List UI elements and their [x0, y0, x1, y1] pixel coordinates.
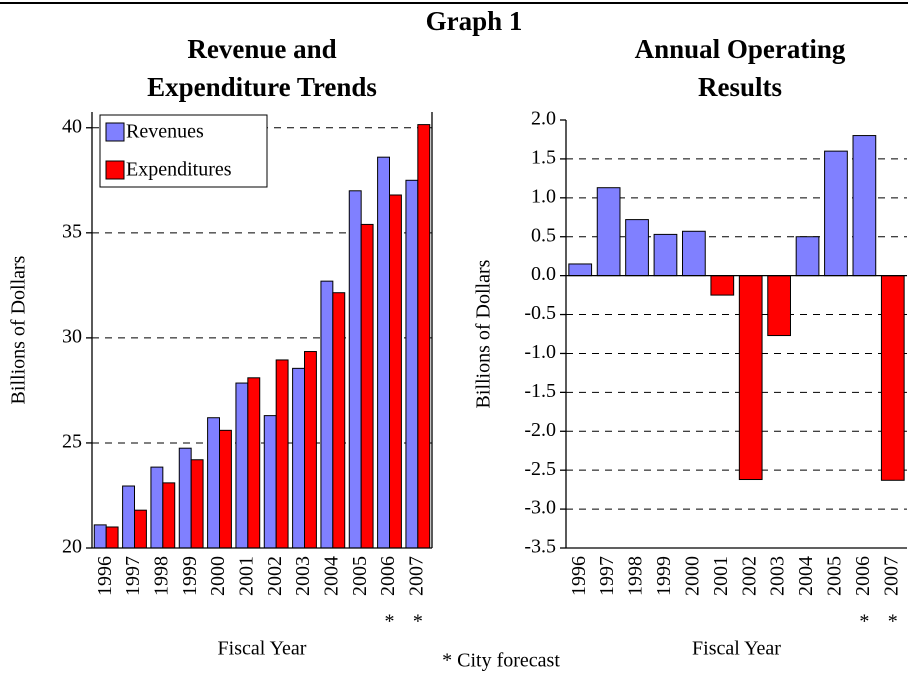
- legend-swatch: [105, 122, 125, 142]
- bar: [162, 482, 176, 549]
- x-tick-label: 2003: [767, 556, 789, 596]
- bar: [653, 233, 678, 277]
- bar: [417, 124, 431, 549]
- chart-title: Annual Operating: [635, 34, 846, 64]
- x-tick-label: 2004: [320, 556, 342, 596]
- bar: [852, 135, 877, 277]
- legend-label: Expenditures: [126, 159, 232, 181]
- bar: [292, 367, 306, 549]
- x-tick-label: 1998: [625, 556, 647, 596]
- bar: [275, 359, 289, 549]
- legend-swatch: [105, 160, 125, 180]
- x-tick-label: 2006: [377, 556, 399, 596]
- bar: [348, 190, 362, 549]
- y-tick-label: -2.5: [524, 458, 556, 480]
- bar: [710, 275, 735, 296]
- bar: [320, 280, 334, 549]
- y-axis-label: Billions of Dollars: [473, 259, 495, 408]
- y-tick-label: -2.0: [524, 419, 556, 441]
- bar: [304, 351, 317, 549]
- footnote: * City forecast: [442, 650, 560, 672]
- y-tick-label: 2.0: [531, 108, 556, 130]
- bar: [568, 263, 593, 277]
- y-tick-label: -0.5: [524, 302, 556, 324]
- bar: [795, 236, 820, 277]
- x-tick-label: 2002: [264, 556, 286, 596]
- bar: [405, 179, 419, 549]
- bar: [178, 447, 192, 549]
- bar: [219, 429, 232, 549]
- y-tick-label: 20: [62, 536, 82, 558]
- x-tick-note: *: [859, 611, 869, 633]
- y-tick-label: 30: [62, 325, 82, 347]
- x-tick-label: 2007: [880, 556, 902, 596]
- y-tick-label: 35: [62, 220, 82, 242]
- y-axis-label: Billions of Dollars: [8, 255, 30, 404]
- bar: [332, 292, 346, 549]
- x-tick-label: 2001: [235, 556, 257, 596]
- y-tick-label: 1.0: [531, 185, 556, 207]
- x-tick-note: *: [888, 611, 898, 633]
- legend-box: [99, 114, 268, 188]
- x-tick-label: 2000: [681, 556, 703, 596]
- x-tick-label: 2007: [405, 556, 427, 596]
- bar: [207, 417, 221, 549]
- x-tick-label: 2003: [292, 556, 314, 596]
- y-tick-label: 1.5: [531, 147, 556, 169]
- x-tick-label: 1999: [179, 556, 201, 596]
- y-tick-label: -3.0: [524, 497, 556, 519]
- bar: [235, 382, 249, 549]
- y-tick-label: 25: [62, 431, 82, 453]
- x-axis-label: Fiscal Year: [218, 638, 307, 660]
- bar: [190, 459, 204, 549]
- legend-label: Revenues: [126, 121, 204, 143]
- x-tick-label: 1997: [122, 556, 144, 596]
- bar: [122, 485, 135, 549]
- bar: [738, 275, 763, 481]
- bar: [389, 194, 402, 549]
- bar: [767, 275, 791, 337]
- x-axis-label: Fiscal Year: [692, 638, 781, 660]
- x-tick-label: 2006: [852, 556, 874, 596]
- y-tick-label: 0.5: [531, 224, 556, 246]
- x-tick-label: 2002: [738, 556, 760, 596]
- x-tick-label: 2001: [710, 556, 732, 596]
- bar: [93, 524, 107, 549]
- bar: [105, 526, 119, 549]
- bar: [824, 150, 848, 277]
- x-tick-label: 1996: [568, 556, 590, 596]
- bar: [596, 187, 621, 277]
- chart-title: Revenue and: [187, 34, 336, 64]
- y-tick-label: 0.0: [531, 263, 556, 285]
- x-tick-label: 1999: [653, 556, 675, 596]
- bar: [247, 377, 261, 549]
- x-tick-note: *: [385, 611, 395, 633]
- bar: [625, 219, 649, 277]
- y-tick-label: -1.5: [524, 380, 556, 402]
- x-tick-label: 2005: [824, 556, 846, 596]
- bar: [377, 156, 391, 549]
- chart-title: Expenditure Trends: [147, 72, 377, 102]
- y-tick-label: -1.0: [524, 341, 556, 363]
- x-tick-label: 1996: [94, 556, 116, 596]
- bar: [263, 415, 277, 549]
- y-tick-label: 40: [62, 115, 82, 137]
- bar: [880, 275, 905, 481]
- y-tick-label: -3.5: [524, 536, 556, 558]
- x-tick-label: 2005: [349, 556, 371, 596]
- bar: [134, 509, 147, 549]
- chart-title: Results: [698, 72, 782, 102]
- x-tick-label: 2004: [795, 556, 817, 596]
- x-tick-label: 1998: [150, 556, 172, 596]
- x-tick-note: *: [413, 611, 423, 633]
- x-tick-label: 2000: [207, 556, 229, 596]
- bar: [682, 230, 706, 277]
- bar: [150, 466, 164, 549]
- bar: [360, 223, 374, 549]
- page-title: Graph 1: [426, 6, 523, 36]
- x-tick-label: 1997: [596, 556, 618, 596]
